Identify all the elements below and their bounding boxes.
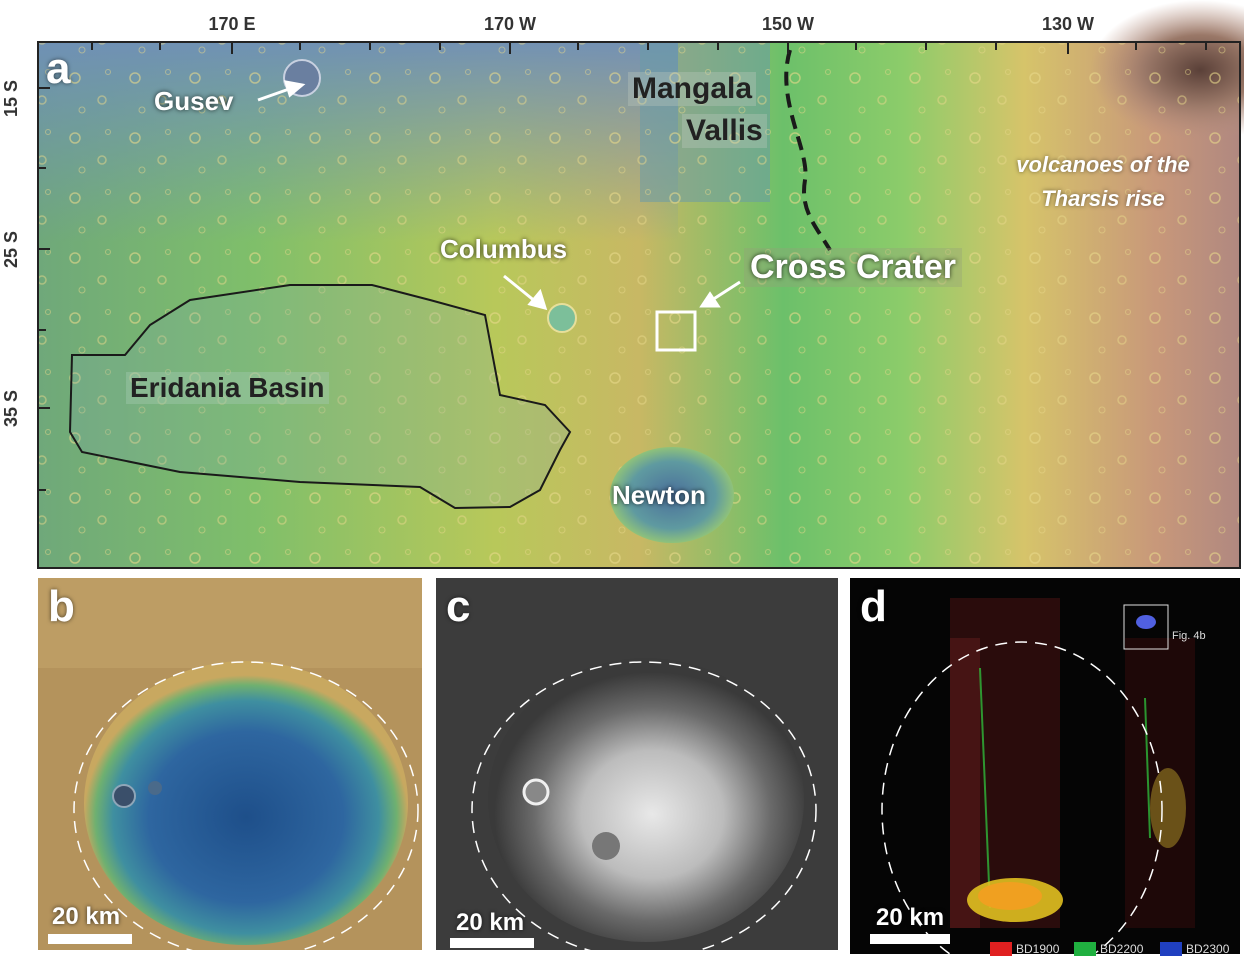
scale-bar-b: [48, 934, 132, 944]
left-tick-marks: [38, 87, 50, 491]
lon-tick-130w: 130 W: [1041, 14, 1095, 34]
legend-bd2300: BD2300: [1160, 942, 1229, 956]
label-eridania-basin: Eridania Basin: [126, 372, 329, 404]
panel-c-image: [436, 578, 838, 950]
panel-letter-a: a: [46, 44, 71, 93]
eridania-outline: [68, 284, 572, 510]
scale-label-b: 20 km: [52, 903, 121, 930]
label-arrows: [257, 80, 741, 311]
scale-label-d: 20 km: [876, 904, 945, 931]
panel-b-image: [38, 578, 422, 950]
lon-tick-150w: 150 W: [761, 14, 815, 34]
panel-letter-b: b: [48, 582, 75, 631]
legend-bd1900: BD1900: [990, 942, 1059, 956]
label-volcanoes: volcanoes of the: [1016, 152, 1190, 177]
columbus-crater: [547, 303, 577, 333]
top-tick-marks: [91, 42, 1207, 54]
label-vallis: Vallis: [682, 114, 767, 148]
label-mangala: Mangala: [628, 72, 757, 106]
lon-tick-170w: 170 W: [483, 14, 537, 34]
inset-label-fig4b: Fig. 4b: [1172, 630, 1206, 642]
lon-tick-170e: 170 E: [208, 14, 256, 34]
mangala-dashed-line: [784, 49, 832, 252]
cross-crater-box: [655, 310, 697, 352]
scale-bar-c: [450, 938, 534, 948]
panel-letter-d: d: [860, 582, 887, 631]
legend-bd2200: BD2200: [1074, 942, 1143, 956]
panel-letter-c: c: [446, 582, 471, 631]
scale-label-c: 20 km: [456, 909, 525, 936]
topographic-map: [37, 0, 1244, 569]
newton-crater: [610, 447, 734, 543]
label-gusev: Gusev: [154, 86, 234, 116]
scale-bar-d: [870, 934, 950, 944]
label-newton: Newton: [612, 480, 706, 510]
legend-swatch-red: [990, 942, 1012, 956]
legend-swatch-blue: [1160, 942, 1182, 956]
label-cross-crater: Cross Crater: [744, 248, 962, 287]
legend-swatch-green: [1074, 942, 1096, 956]
panel-d-image: [850, 578, 1240, 954]
label-columbus: Columbus: [440, 234, 568, 264]
label-tharsis: Tharsis rise: [1041, 186, 1165, 211]
